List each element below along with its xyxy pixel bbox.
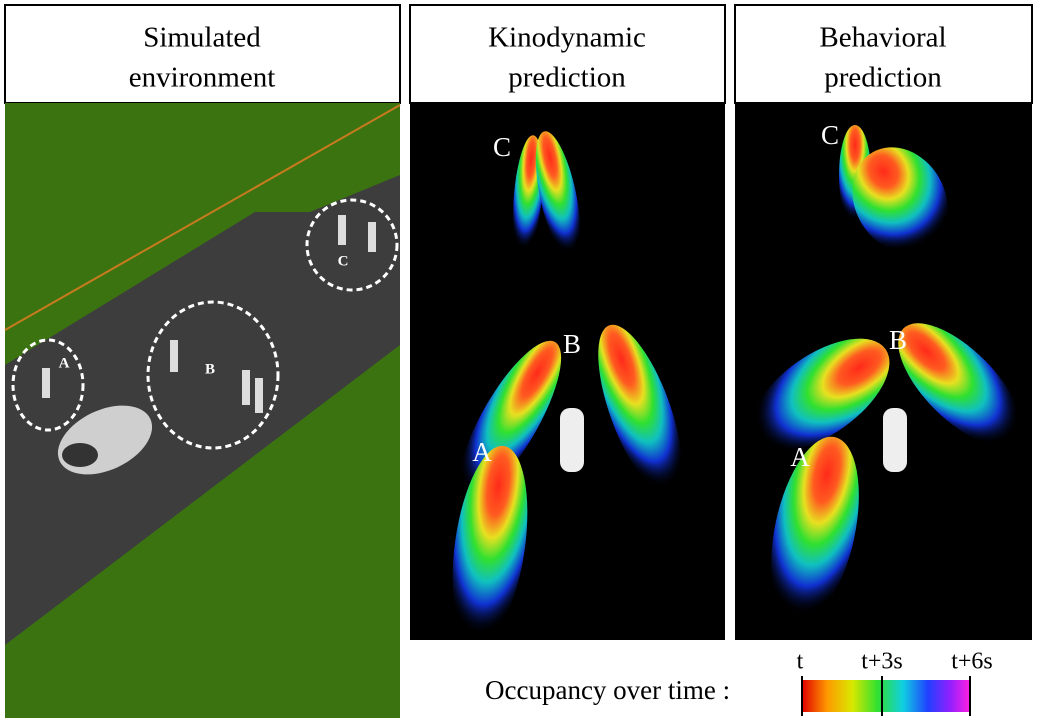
- panel-title: prediction: [824, 62, 942, 94]
- panel-title: Kinodynamic: [488, 22, 646, 54]
- legend-tick: t: [797, 649, 804, 675]
- ring: [146, 300, 280, 450]
- label: A: [59, 355, 70, 371]
- label: B: [889, 325, 907, 355]
- panel-title: environment: [129, 62, 276, 94]
- label: C: [493, 132, 511, 162]
- header-box: [734, 4, 1033, 104]
- color-bar: [802, 680, 970, 712]
- label: C: [338, 253, 349, 269]
- label: A: [472, 437, 492, 467]
- label: C: [821, 120, 839, 150]
- car: [57, 405, 153, 475]
- legend-tick: t+6s: [951, 649, 993, 675]
- ring: [305, 198, 399, 292]
- occupancy: [452, 131, 682, 645]
- ring: [11, 338, 85, 432]
- pedestrians: [42, 215, 376, 413]
- panel-title: Simulated: [143, 22, 261, 54]
- panel-title: prediction: [508, 62, 626, 94]
- label: A: [790, 442, 810, 472]
- legend-tick: t+3s: [861, 649, 903, 675]
- ego-car: [560, 408, 584, 472]
- occupancy: [750, 125, 1022, 624]
- header-box: [4, 4, 401, 104]
- legend-label: Occupancy over time :: [485, 675, 730, 705]
- panel-title: Behavioral: [819, 22, 946, 54]
- curb-line: [4, 104, 401, 331]
- label: B: [563, 329, 581, 359]
- label: B: [205, 361, 215, 377]
- road: [5, 175, 400, 645]
- ego-car: [883, 408, 907, 472]
